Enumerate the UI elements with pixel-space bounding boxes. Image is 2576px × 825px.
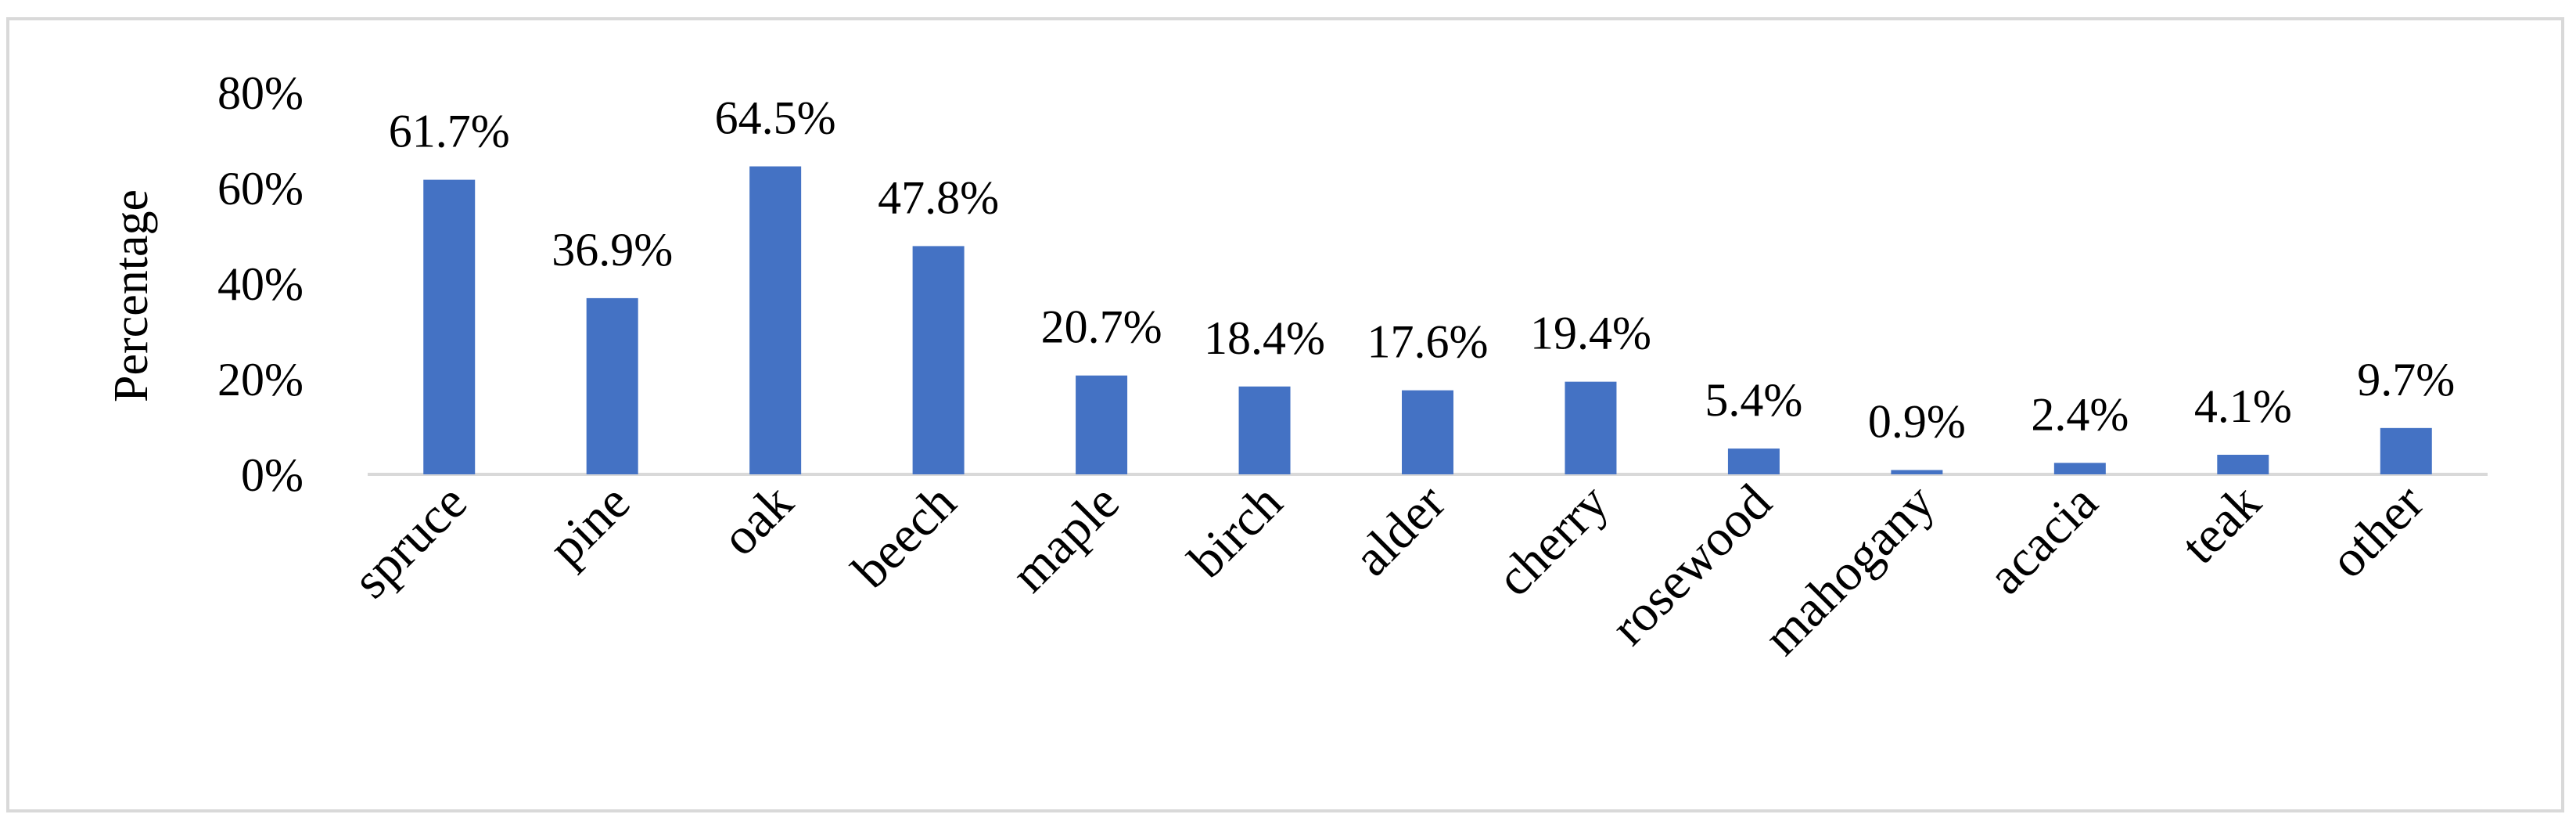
data-label: 2.4% bbox=[2031, 388, 2129, 440]
data-label: 61.7% bbox=[389, 106, 510, 157]
category-label: alder bbox=[1343, 474, 1457, 587]
category-label: other bbox=[2319, 474, 2435, 589]
data-label: 64.5% bbox=[715, 92, 836, 144]
y-tick-label: 60% bbox=[217, 163, 304, 214]
bar bbox=[1076, 375, 1128, 474]
data-label: 18.4% bbox=[1204, 312, 1325, 364]
data-label: 17.6% bbox=[1367, 316, 1489, 368]
data-label: 20.7% bbox=[1041, 301, 1162, 353]
category-label: beech bbox=[842, 474, 967, 599]
category-label: cherry bbox=[1486, 474, 1619, 607]
bar bbox=[1238, 386, 1291, 474]
data-label: 19.4% bbox=[1530, 308, 1651, 359]
category-label: teak bbox=[2171, 474, 2272, 575]
bar bbox=[2053, 463, 2106, 474]
bar bbox=[1402, 390, 1453, 474]
data-label: 9.7% bbox=[2357, 354, 2455, 405]
category-label: oak bbox=[711, 474, 804, 567]
bar bbox=[749, 166, 802, 475]
category-label: acacia bbox=[1977, 474, 2108, 605]
data-label: 47.8% bbox=[878, 171, 999, 223]
data-label: 5.4% bbox=[1705, 374, 1802, 426]
y-tick-label: 20% bbox=[217, 354, 304, 405]
bar bbox=[586, 297, 638, 474]
category-label: mahogany bbox=[1753, 474, 1945, 666]
y-tick-label: 40% bbox=[217, 258, 304, 310]
data-label: 0.9% bbox=[1868, 396, 1966, 448]
y-axis-title: Percentage bbox=[105, 189, 158, 402]
y-tick-label: 0% bbox=[241, 449, 304, 501]
category-label: birch bbox=[1178, 474, 1294, 589]
bar bbox=[423, 179, 476, 474]
category-label: maple bbox=[1001, 474, 1130, 603]
data-label: 4.1% bbox=[2194, 380, 2292, 432]
bar bbox=[1565, 381, 1617, 474]
bar bbox=[2217, 454, 2269, 474]
y-tick-label: 80% bbox=[217, 67, 304, 119]
bar bbox=[1727, 449, 1780, 474]
category-label: spruce bbox=[342, 474, 477, 609]
category-label: pine bbox=[537, 474, 641, 577]
data-label: 36.9% bbox=[551, 224, 673, 276]
bar bbox=[2380, 427, 2432, 474]
bar bbox=[1891, 470, 1943, 474]
bar bbox=[912, 246, 965, 474]
